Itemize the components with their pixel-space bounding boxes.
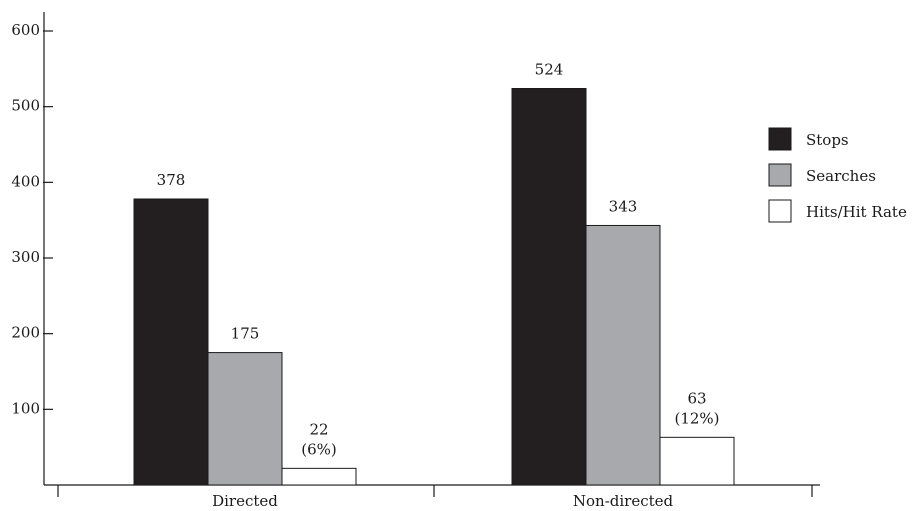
legend-label: Searches [806, 167, 876, 185]
data-label: 524 [535, 61, 564, 79]
legend-label: Stops [806, 131, 849, 149]
bars [133, 88, 735, 486]
y-tick-label: 100 [11, 399, 40, 417]
data-label: (12%) [674, 409, 719, 427]
data-label: 22 [309, 420, 328, 438]
y-tick-label: 600 [11, 21, 40, 39]
bar-stops [133, 198, 209, 486]
axes: 100 200 300 400 500 600 Directed Non-directed [11, 12, 820, 510]
legend-label: Hits/Hit Rate [806, 203, 907, 221]
data-labels: 378 524 175 343 22 (6%) 63 (12%) [157, 61, 720, 459]
legend: Stops Searches Hits/Hit Rate [768, 127, 907, 223]
data-label: (6%) [301, 440, 337, 458]
legend-swatch-stops [768, 127, 792, 151]
bar-searches [585, 224, 661, 486]
x-category-label: Directed [212, 492, 278, 510]
data-label: 63 [687, 389, 706, 407]
bar-hits-hit-rate [281, 467, 357, 486]
x-category-label: Non-directed [573, 492, 674, 510]
y-tick-label: 200 [11, 324, 40, 342]
bar-stops [511, 88, 587, 486]
data-label: 343 [609, 197, 638, 215]
bar-hits-hit-rate [659, 436, 735, 486]
y-tick-label: 500 [11, 97, 40, 115]
data-label: 175 [231, 325, 260, 343]
y-tick-label: 400 [11, 172, 40, 190]
bar-searches [207, 352, 283, 486]
legend-swatch-hits-hit-rate [768, 199, 792, 223]
data-label: 378 [157, 171, 186, 189]
y-tick-label: 300 [11, 248, 40, 266]
legend-swatch-searches [768, 163, 792, 187]
